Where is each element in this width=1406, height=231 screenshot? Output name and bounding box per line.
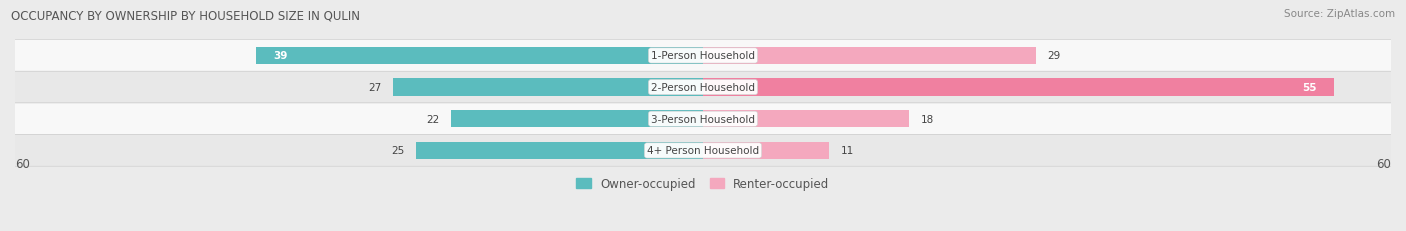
FancyBboxPatch shape — [8, 72, 1398, 103]
FancyBboxPatch shape — [8, 103, 1398, 135]
Bar — [256, 48, 703, 65]
Text: 39: 39 — [273, 51, 287, 61]
Text: 29: 29 — [1047, 51, 1060, 61]
Bar — [703, 142, 830, 159]
Bar — [451, 111, 703, 128]
Text: Source: ZipAtlas.com: Source: ZipAtlas.com — [1284, 9, 1395, 19]
FancyBboxPatch shape — [8, 40, 1398, 72]
Text: 22: 22 — [426, 114, 439, 124]
Text: 60: 60 — [1376, 157, 1391, 170]
Text: 60: 60 — [15, 157, 30, 170]
Bar — [394, 79, 703, 96]
FancyBboxPatch shape — [8, 135, 1398, 167]
Bar — [703, 79, 1334, 96]
Text: 1-Person Household: 1-Person Household — [651, 51, 755, 61]
Text: 3-Person Household: 3-Person Household — [651, 114, 755, 124]
Text: 25: 25 — [392, 146, 405, 156]
Bar — [416, 142, 703, 159]
Text: OCCUPANCY BY OWNERSHIP BY HOUSEHOLD SIZE IN QULIN: OCCUPANCY BY OWNERSHIP BY HOUSEHOLD SIZE… — [11, 9, 360, 22]
Text: 11: 11 — [841, 146, 853, 156]
Text: 2-Person Household: 2-Person Household — [651, 83, 755, 93]
Text: 18: 18 — [921, 114, 934, 124]
Bar — [703, 48, 1036, 65]
Bar — [703, 111, 910, 128]
Legend: Owner-occupied, Renter-occupied: Owner-occupied, Renter-occupied — [572, 173, 834, 195]
Text: 4+ Person Household: 4+ Person Household — [647, 146, 759, 156]
Text: 55: 55 — [1302, 83, 1316, 93]
Text: 27: 27 — [368, 83, 382, 93]
